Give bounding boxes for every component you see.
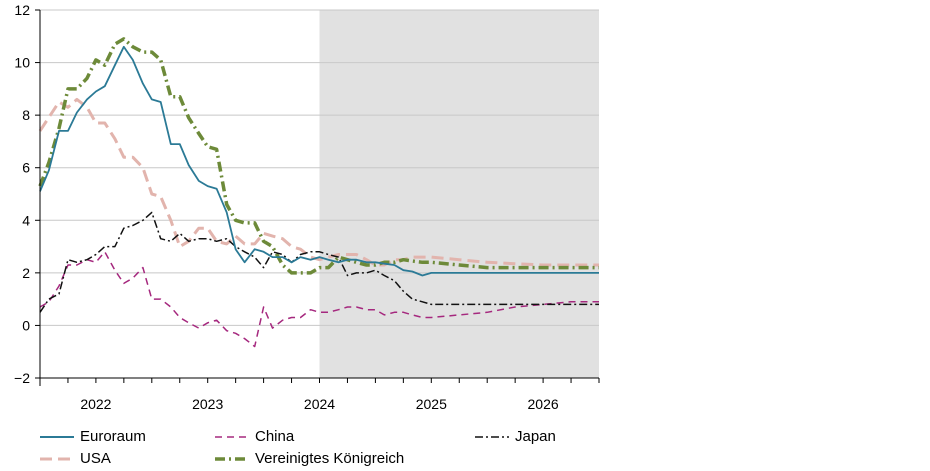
series-line-japan	[39, 211, 599, 313]
x-tick-label: 2026	[528, 396, 559, 412]
y-tick-label: 0	[22, 317, 30, 333]
series-line-usa	[38, 97, 599, 267]
y-tick-label: 4	[22, 212, 30, 228]
y-tick-label: 10	[14, 55, 30, 71]
projection-shading	[319, 10, 599, 378]
x-tick-label: 2024	[304, 396, 335, 412]
x-tick-label: 2025	[416, 396, 447, 412]
series-line-vereinigtes-k-nigreich	[38, 37, 599, 275]
series-line-euroraum	[39, 45, 599, 277]
x-tick-label: 2022	[80, 396, 111, 412]
series-line-china	[39, 251, 599, 348]
y-tick-label: 8	[22, 107, 30, 123]
y-tick-label: 6	[22, 160, 30, 176]
y-tick-label: 12	[14, 2, 30, 18]
series-lines	[38, 37, 599, 348]
y-tick-label: 2	[22, 265, 30, 281]
y-tick-label: −2	[14, 370, 30, 386]
x-tick-label: 2023	[192, 396, 223, 412]
x-axis-ticks: 2022 2023 2024 2025 2026	[39, 378, 600, 412]
y-axis-ticks: −2 0 2 4 6 8 10 12	[14, 2, 40, 386]
